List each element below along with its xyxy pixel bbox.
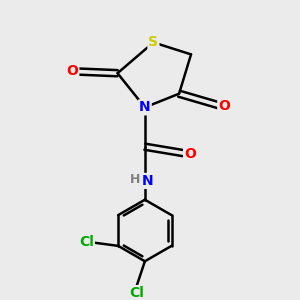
- Text: N: N: [139, 100, 151, 114]
- Text: Cl: Cl: [129, 286, 144, 300]
- Text: O: O: [66, 64, 78, 79]
- Text: O: O: [184, 147, 196, 160]
- Text: Cl: Cl: [79, 236, 94, 250]
- Text: S: S: [148, 35, 158, 50]
- Text: N: N: [142, 174, 153, 188]
- Text: H: H: [130, 173, 140, 186]
- Text: O: O: [218, 99, 230, 113]
